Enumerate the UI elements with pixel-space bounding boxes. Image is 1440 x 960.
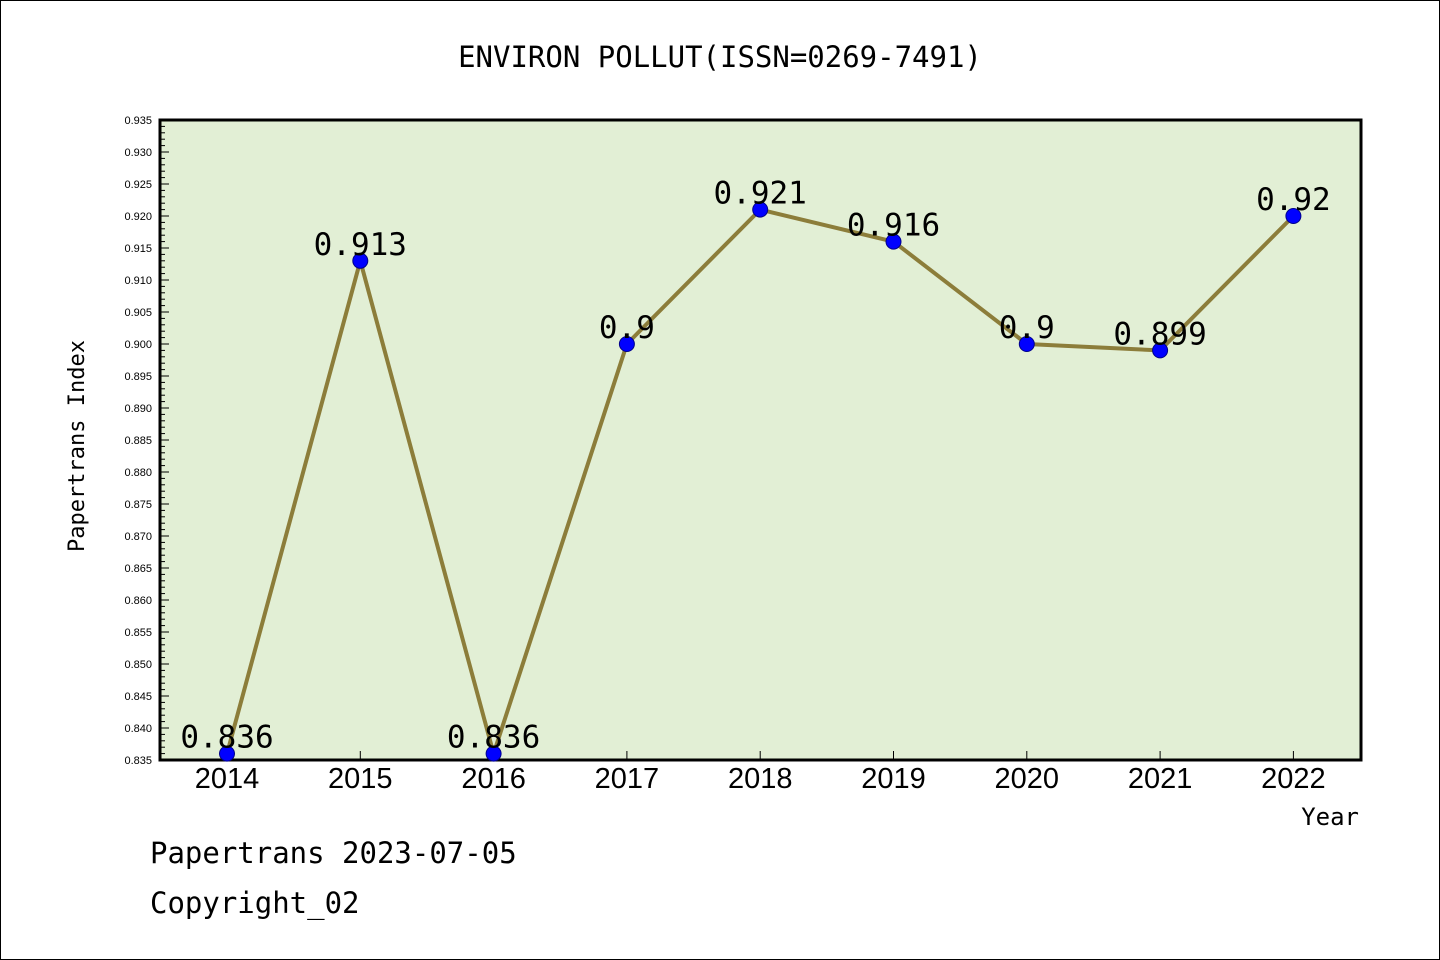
y-tick-label: 0.900 <box>124 339 152 351</box>
data-point <box>485 745 502 762</box>
data-label: 0.913 <box>314 227 407 263</box>
y-tick-label: 0.860 <box>124 595 152 607</box>
data-label: 0.836 <box>447 720 540 756</box>
y-tick-label: 0.855 <box>124 627 152 639</box>
data-label: 0.9 <box>999 310 1055 346</box>
y-tick-label: 0.835 <box>124 755 152 767</box>
x-tick-label: 2022 <box>1261 763 1326 795</box>
y-tick-label: 0.890 <box>124 403 152 415</box>
data-point <box>618 336 635 352</box>
x-axis: 2014 2015 2016 2017 2018 2019 2020 2021 2022 <box>195 751 1326 795</box>
x-tick-label: 2014 <box>195 763 260 795</box>
x-tick-label: 2015 <box>328 763 393 795</box>
footer-date: Papertrans 2023-07-05 <box>150 836 517 870</box>
data-label: 0.916 <box>847 208 940 244</box>
y-tick-label: 0.875 <box>124 499 152 511</box>
data-point <box>1285 208 1302 224</box>
x-tick-label: 2019 <box>861 763 926 795</box>
x-axis-title: Year <box>1301 803 1359 831</box>
x-tick-label: 2016 <box>461 763 526 795</box>
data-point <box>885 233 902 250</box>
data-point <box>752 201 769 218</box>
y-tick-label: 0.935 <box>124 115 152 127</box>
data-point <box>1018 336 1035 352</box>
y-tick-label: 0.870 <box>124 531 152 543</box>
chart-title: ENVIRON POLLUT(ISSN=0269-7491) <box>458 40 982 74</box>
y-tick-label: 0.885 <box>124 435 152 447</box>
y-axis: 0.835 0.840 0.845 0.850 0.855 0.860 0.865 0.870… <box>124 115 169 767</box>
y-axis-title: Papertrans Index <box>65 340 90 552</box>
y-tick-label: 0.850 <box>124 659 152 671</box>
footer-copyright: Copyright_02 <box>150 886 360 920</box>
data-label: 0.899 <box>1113 316 1206 352</box>
y-tick-label: 0.845 <box>124 691 152 703</box>
y-tick-label: 0.880 <box>124 467 152 479</box>
series-group <box>219 201 1302 762</box>
y-tick-label: 0.915 <box>124 243 152 255</box>
y-tick-label: 0.905 <box>124 307 152 319</box>
y-tick-label: 0.840 <box>124 723 152 735</box>
x-tick-label: 2021 <box>1128 763 1193 795</box>
data-point <box>219 745 235 762</box>
x-tick-label: 2018 <box>728 763 793 795</box>
data-label: 0.836 <box>180 720 273 756</box>
y-tick-label: 0.920 <box>124 211 152 223</box>
data-labels: 0.836 0.913 0.836 0.9 0.921 0.916 0.9 0.899 0.92 <box>180 176 1330 756</box>
x-tick-label: 2017 <box>595 763 660 795</box>
data-point <box>1152 342 1169 359</box>
data-label: 0.921 <box>714 176 807 212</box>
y-tick-label: 0.930 <box>124 147 152 159</box>
plot-area <box>158 118 1363 762</box>
x-tick-label: 2020 <box>995 763 1060 795</box>
y-tick-label: 0.925 <box>124 179 152 191</box>
y-tick-label: 0.895 <box>124 371 152 383</box>
data-point <box>352 252 369 269</box>
y-tick-label: 0.865 <box>124 563 152 575</box>
y-tick-label: 0.910 <box>124 275 152 287</box>
data-label: 0.9 <box>599 310 655 346</box>
data-label: 0.92 <box>1256 182 1331 218</box>
